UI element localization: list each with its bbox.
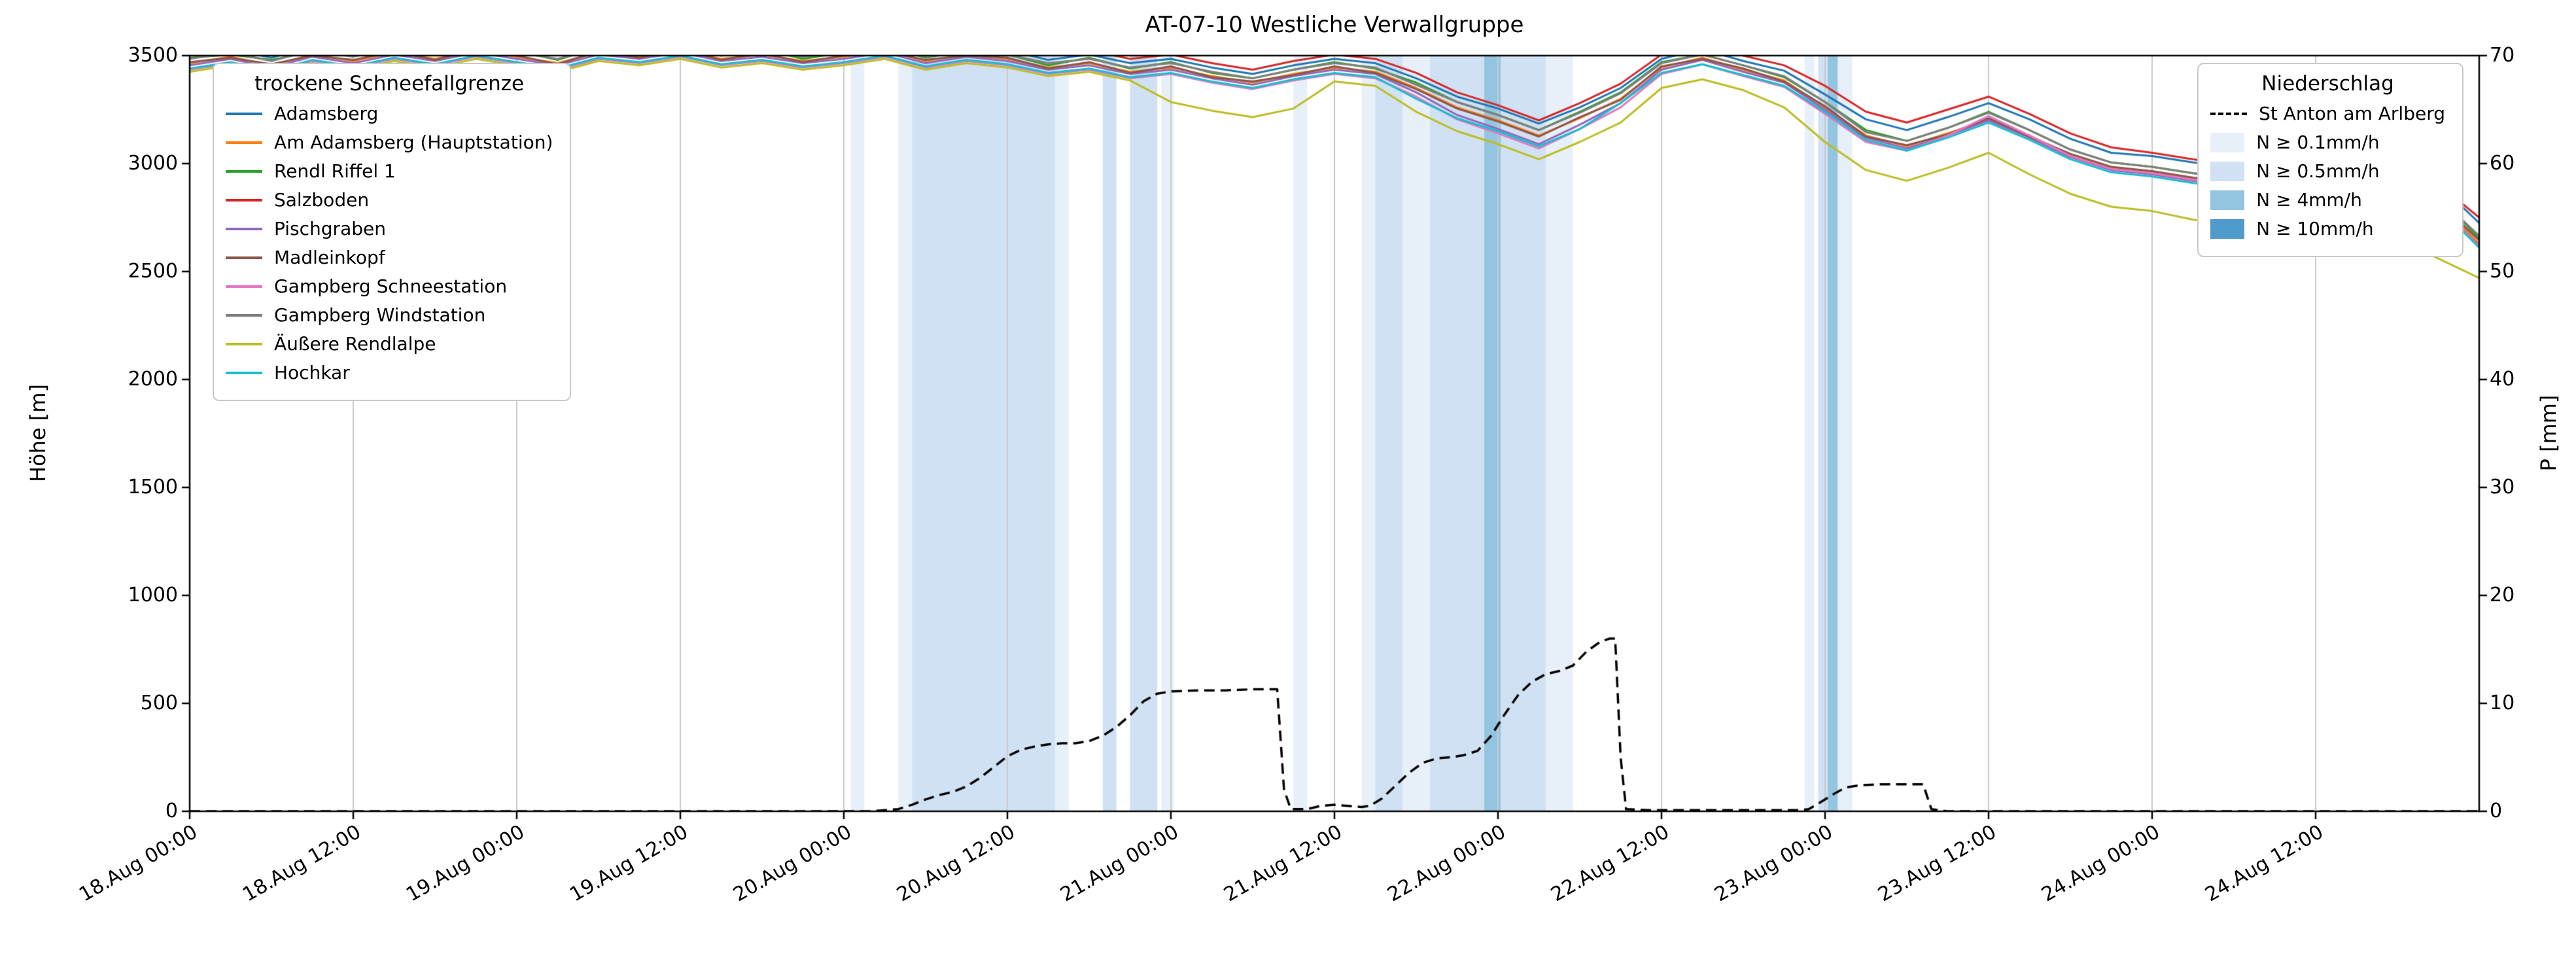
legend-item-station: Hochkar	[226, 362, 553, 383]
legend-item-station: Pischgraben	[226, 218, 553, 239]
legend-item-station: Gampberg Schneestation	[226, 275, 553, 297]
legend-item-precip-band: N ≥ 10mm/h	[2210, 218, 2445, 239]
legend-item-label: Pischgraben	[274, 218, 386, 239]
legend-stations: trockene Schneefallgrenze Adamsberg Am Ad…	[213, 63, 572, 401]
legend-item-station: Gampberg Windstation	[226, 304, 553, 326]
legend-item-station: Äußere Rendlalpe	[226, 333, 553, 355]
band-swatch	[2210, 161, 2245, 181]
line-swatch	[226, 112, 262, 115]
line-swatch	[226, 313, 262, 317]
chart-title: AT-07-10 Westliche Verwallgruppe	[1145, 12, 1524, 38]
line-swatch	[226, 169, 262, 173]
line-swatch	[226, 342, 262, 345]
legend-item-precip-band: N ≥ 4mm/h	[2210, 189, 2445, 211]
band-swatch	[2210, 219, 2245, 239]
y-tick-label-left: 3500	[128, 44, 178, 67]
legend-item-precip-band: N ≥ 0.1mm/h	[2210, 132, 2445, 153]
y-tick-label-right: 70	[2490, 44, 2515, 67]
y-tick-label-left: 1000	[128, 584, 178, 607]
legend-item-label: Rendl Riffel 1	[274, 160, 396, 182]
legend-item-label: Gampberg Windstation	[274, 304, 486, 326]
legend-item-label: N ≥ 4mm/h	[2256, 189, 2362, 211]
line-swatch	[226, 285, 262, 288]
y-tick-label-left: 0	[165, 800, 178, 822]
y-tick-label-right: 40	[2490, 368, 2515, 391]
line-swatch	[226, 256, 262, 259]
y-tick-label-right: 10	[2490, 692, 2515, 714]
y-tick-label-right: 0	[2490, 800, 2503, 822]
legend-item-station: Madleinkopf	[226, 247, 553, 268]
legend-item-label: N ≥ 10mm/h	[2256, 218, 2374, 239]
y-tick-label-left: 3000	[128, 152, 178, 175]
legend-item-label: Adamsberg	[274, 103, 379, 124]
line-swatch	[226, 227, 262, 230]
legend-item-label: N ≥ 0.1mm/h	[2256, 132, 2380, 153]
legend-item-label: Hochkar	[274, 362, 350, 383]
band-swatch	[2210, 132, 2245, 152]
line-swatch	[226, 141, 262, 144]
dashed-line-swatch	[2210, 112, 2248, 115]
y-tick-label-right: 30	[2490, 476, 2515, 499]
legend-item-precip-line: St Anton am Arlberg	[2210, 103, 2445, 124]
line-swatch	[226, 198, 262, 202]
y-tick-label-left: 2000	[128, 368, 178, 391]
y-tick-label-left: 2500	[128, 260, 178, 283]
y-tick-label-right: 60	[2490, 152, 2515, 175]
legend-precipitation-title: Niederschlag	[2261, 72, 2394, 96]
band-swatch	[2210, 190, 2245, 210]
y-axis-label-left: Höhe [m]	[26, 384, 50, 482]
legend-item-label: St Anton am Arlberg	[2259, 103, 2445, 124]
y-tick-label-left: 500	[140, 692, 178, 714]
legend-item-station: Rendl Riffel 1	[226, 160, 553, 182]
legend-item-station: Adamsberg	[226, 103, 553, 124]
legend-item-label: Salzboden	[274, 189, 370, 211]
legend-item-label: Am Adamsberg (Hauptstation)	[274, 132, 553, 153]
legend-item-label: N ≥ 0.5mm/h	[2256, 160, 2380, 182]
legend-item-label: Äußere Rendlalpe	[274, 333, 436, 355]
legend-item-station: Am Adamsberg (Hauptstation)	[226, 132, 553, 153]
line-swatch	[226, 371, 262, 374]
legend-stations-title: trockene Schneefallgrenze	[254, 72, 525, 96]
y-tick-label-right: 20	[2490, 584, 2515, 607]
legend-item-label: Gampberg Schneestation	[274, 275, 508, 297]
legend-item-station: Salzboden	[226, 189, 553, 211]
y-tick-label-right: 50	[2490, 260, 2515, 283]
y-tick-label-left: 1500	[128, 476, 178, 499]
y-axis-label-right: P [mm]	[2536, 395, 2561, 472]
legend-item-precip-band: N ≥ 0.5mm/h	[2210, 160, 2445, 182]
legend-item-label: Madleinkopf	[274, 247, 385, 268]
legend-precipitation: Niederschlag St Anton am Arlberg N ≥ 0.1m…	[2197, 63, 2463, 257]
